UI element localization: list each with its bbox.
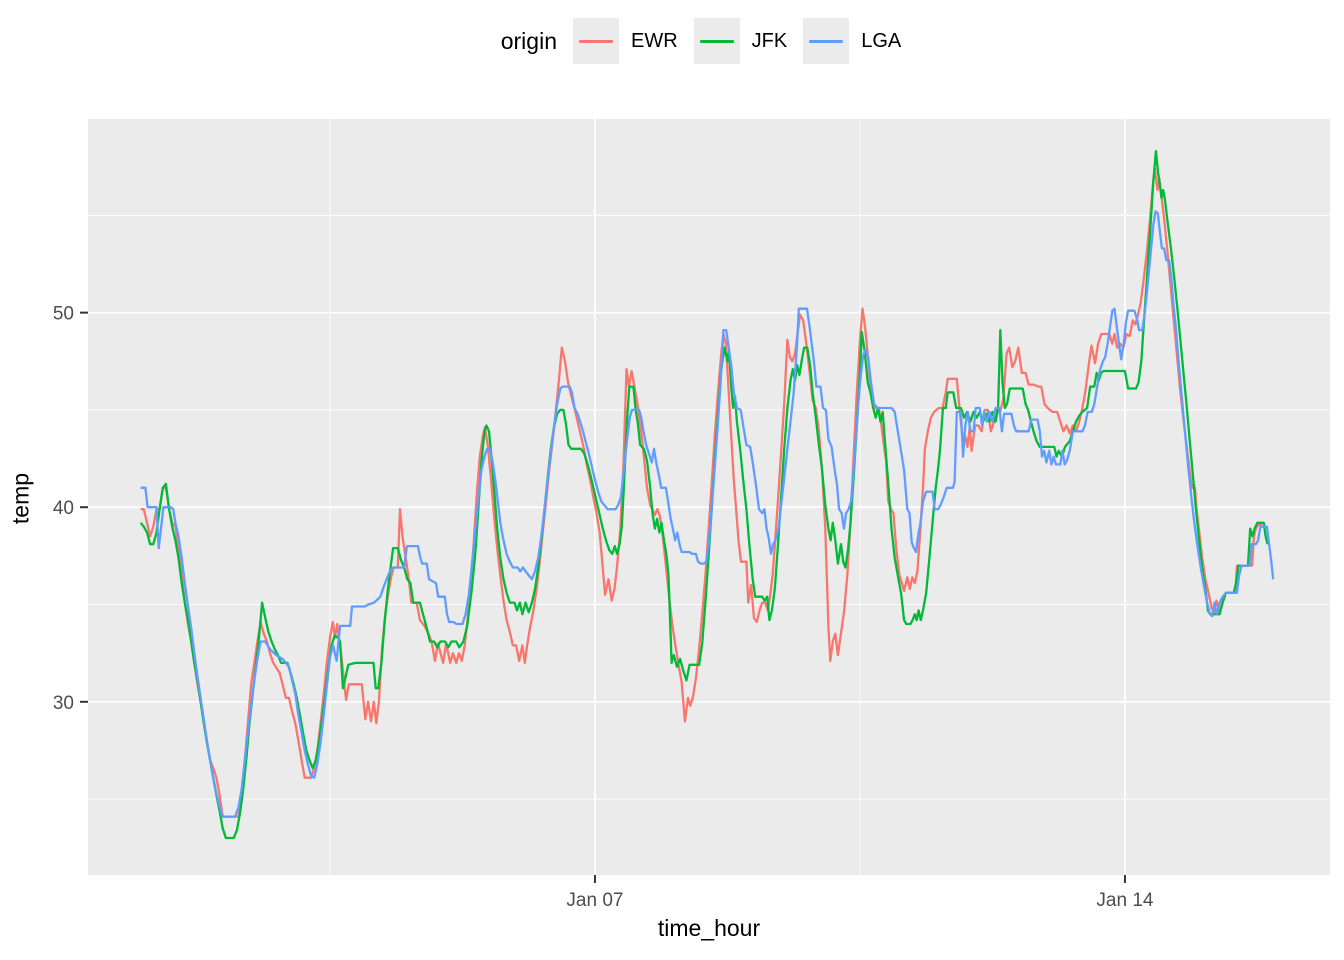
legend-title: origin (500, 27, 557, 54)
legend-line-lga-icon (809, 39, 844, 43)
legend-label-jfk: JFK (751, 29, 788, 52)
legend-line-jfk-icon (699, 39, 734, 43)
legend-label-ewr: EWR (631, 29, 678, 52)
legend-entry-lga: LGA (803, 18, 901, 64)
y-tick-label-50: 50 (53, 304, 74, 325)
x-tick-label-Jan 14: Jan 14 (1096, 890, 1153, 911)
y-tick-label-40: 40 (53, 498, 74, 519)
plot-panel (88, 119, 1330, 875)
legend-entry-ewr: EWR (573, 18, 678, 64)
legend: origin EWR JFK LGA (88, 18, 1330, 64)
x-axis-title: time_hour (657, 915, 761, 941)
x-tick-label-Jan 07: Jan 07 (566, 890, 623, 911)
legend-key-ewr (573, 18, 619, 64)
legend-key-lga (803, 18, 850, 64)
y-tick-label-30: 30 (53, 693, 74, 714)
legend-entry-jfk: JFK (693, 18, 788, 64)
series-line-lga (140, 210, 1275, 818)
legend-line-ewr-icon (579, 39, 613, 43)
legend-key-jfk (693, 18, 740, 64)
y-axis-title: temp (7, 472, 34, 525)
legend-label-lga: LGA (861, 29, 902, 52)
